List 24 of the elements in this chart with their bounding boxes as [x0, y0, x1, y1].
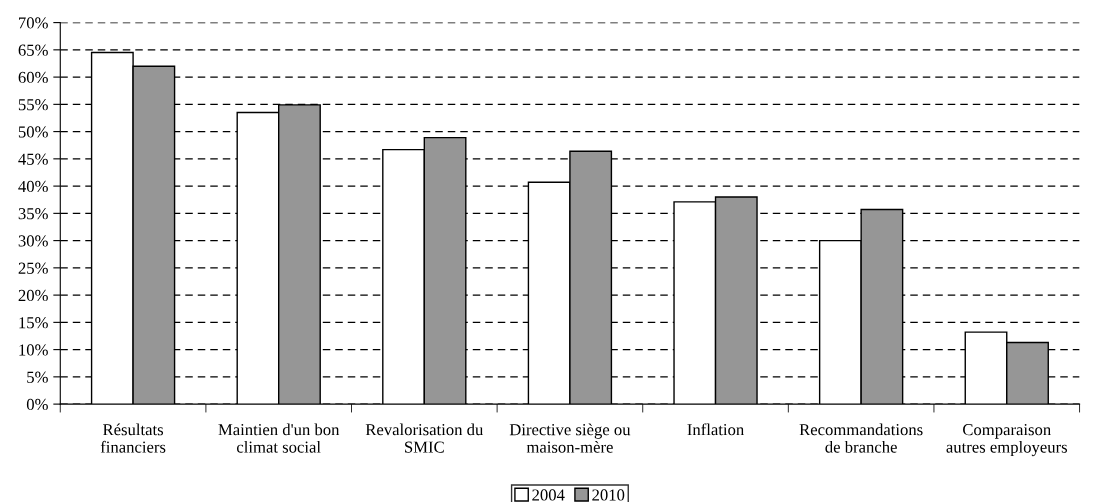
x-tick-label: Recommandations de branche — [799, 423, 923, 453]
x-tick-label: Maintien d'un bon climat social — [218, 423, 340, 453]
y-tick-label: 70% — [19, 17, 48, 29]
x-tick-label: Comparaison autres employeurs — [946, 424, 1068, 457]
legend-label: 2004 — [532, 489, 565, 501]
y-tick-label: 5% — [27, 371, 48, 383]
y-tick-label: 0% — [26, 398, 48, 411]
y-tick-label: 45% — [18, 153, 48, 165]
x-tick-label: Directive siège ou maison-mère — [509, 423, 631, 453]
y-tick-label: 60% — [18, 71, 48, 84]
legend-label: 2010 — [592, 489, 625, 501]
y-tick-label: 50% — [18, 126, 48, 138]
y-tick-label: 35% — [18, 208, 48, 220]
y-tick-label: 10% — [19, 344, 48, 356]
x-tick-label: Résultats financiers — [100, 423, 166, 453]
y-tick-label: 55% — [18, 99, 48, 111]
y-tick-label: 30% — [18, 235, 48, 247]
y-tick-label: 15% — [19, 317, 48, 329]
y-tick-label: 20% — [18, 289, 48, 302]
y-tick-label: 40% — [18, 180, 48, 193]
x-tick-label: Revalorisation du SMIC — [365, 423, 484, 453]
y-tick-label: 65% — [18, 44, 48, 56]
y-tick-label: 25% — [18, 262, 48, 274]
x-tick-label: Inflation — [687, 423, 744, 436]
